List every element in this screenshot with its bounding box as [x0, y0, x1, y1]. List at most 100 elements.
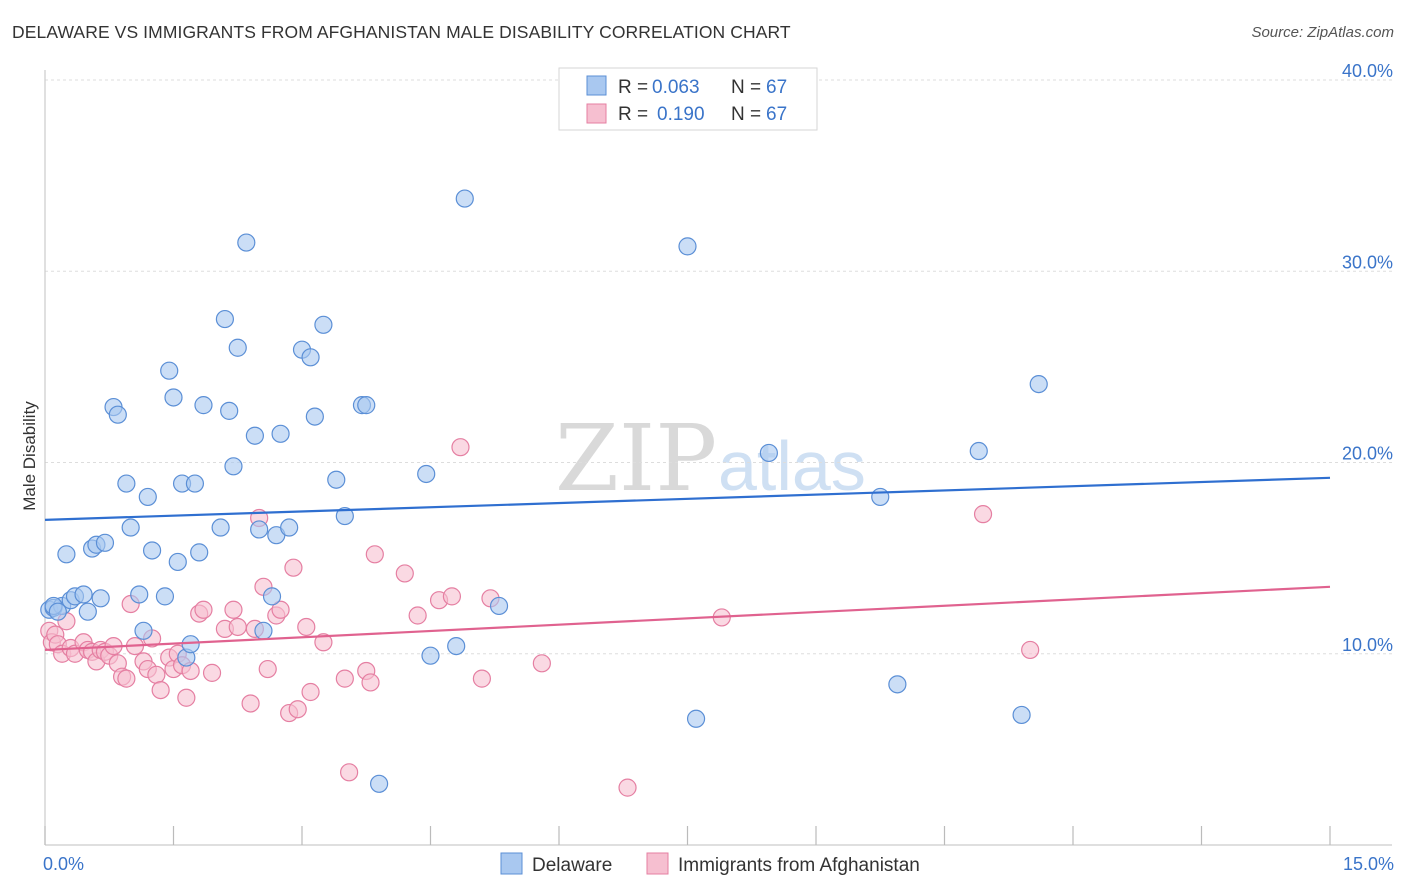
x-tick-label: 15.0%: [1343, 854, 1394, 874]
delaware-point: [78, 602, 97, 621]
delaware-point: [215, 309, 234, 329]
x-tick-label: 0.0%: [43, 854, 84, 874]
afghanistan-point: [301, 682, 320, 702]
afghanistan-point: [335, 669, 354, 688]
x-ticks: [44, 826, 1331, 845]
delaware-point: [305, 407, 324, 426]
y-tick-label: 30.0%: [1342, 252, 1393, 272]
afghanistan-point: [147, 665, 166, 684]
afghanistan-trend-line: [44, 585, 1331, 652]
afghanistan-point: [288, 700, 307, 719]
delaware-point: [254, 621, 273, 640]
chart-source: Source: ZipAtlas.com: [1251, 24, 1394, 41]
trend-lines: [44, 476, 1331, 652]
delaware-point: [108, 405, 127, 424]
tick-labels: 10.0% 20.0% 30.0% 40.0% 0.0% 15.0%: [43, 61, 1394, 874]
delaware-point: [121, 518, 140, 537]
afghanistan-point: [258, 659, 277, 679]
delaware-point: [969, 441, 988, 461]
watermark-zip: ZIP: [555, 405, 717, 512]
axes: [44, 70, 1392, 846]
legend-label-afghanistan: Immigrants from Afghanistan: [678, 855, 920, 876]
delaware-point: [1029, 374, 1048, 394]
afghanistan-point: [442, 587, 462, 606]
data-points: [40, 189, 1048, 797]
delaware-point: [95, 533, 115, 552]
delaware-point: [250, 520, 269, 539]
stats-n-label-1: N =: [731, 77, 761, 98]
delaware-point: [190, 543, 209, 562]
afghanistan-point: [117, 669, 136, 688]
afghanistan-point: [284, 558, 303, 577]
stats-r-value-1: 0.063: [652, 77, 700, 98]
delaware-point: [185, 474, 205, 493]
afghanistan-point: [340, 763, 359, 782]
delaware-point: [224, 457, 243, 476]
afghanistan-point: [451, 438, 470, 457]
delaware-point: [194, 396, 213, 415]
afghanistan-point: [973, 505, 993, 524]
delaware-point: [327, 470, 346, 489]
afghanistan-point: [618, 778, 637, 797]
delaware-point: [314, 315, 333, 334]
stats-r-value-2: 0.190: [657, 104, 705, 125]
delaware-point: [237, 233, 256, 252]
stats-n-value-1: 67: [766, 77, 787, 98]
delaware-point: [447, 636, 466, 656]
y-tick-label: 40.0%: [1342, 61, 1393, 81]
afghanistan-point: [271, 600, 290, 619]
y-axis-title: Male Disability: [20, 401, 39, 511]
delaware-point: [211, 518, 230, 537]
afghanistan-point: [241, 694, 260, 713]
delaware-point: [142, 541, 162, 560]
chart-title: DELAWARE VS IMMIGRANTS FROM AFGHANISTAN …: [12, 22, 791, 42]
afghanistan-point: [202, 663, 222, 682]
delaware-trend-line: [44, 476, 1331, 521]
delaware-point: [228, 338, 247, 357]
delaware-point: [117, 474, 136, 493]
y-tick-label: 10.0%: [1342, 635, 1393, 655]
afghanistan-point: [151, 680, 170, 700]
delaware-point: [134, 621, 153, 640]
delaware-point: [155, 587, 175, 606]
delaware-point: [181, 635, 200, 654]
legend-swatch-afghanistan: [646, 852, 669, 875]
delaware-point: [245, 426, 264, 445]
legend-swatch-delaware: [500, 852, 523, 875]
delaware-point: [678, 237, 697, 256]
delaware-point: [888, 675, 907, 694]
afghanistan-point: [532, 654, 551, 673]
delaware-point: [489, 596, 509, 616]
afghanistan-point: [365, 545, 384, 564]
afghanistan-point: [228, 617, 247, 637]
afghanistan-point: [395, 564, 414, 583]
stats-r-label-2: R =: [618, 104, 648, 125]
watermark: ZIP atlas: [555, 405, 866, 512]
gridlines: [45, 79, 1392, 655]
delaware-point: [164, 388, 183, 407]
afghanistan-point: [408, 606, 427, 625]
afghanistan-point: [1021, 640, 1040, 660]
delaware-point: [160, 361, 179, 380]
delaware-point: [455, 189, 474, 208]
afghanistan-point: [361, 673, 380, 692]
afghanistan-point: [297, 617, 316, 637]
afghanistan-point: [472, 669, 491, 688]
afghanistan-point: [194, 600, 213, 619]
legend-label-delaware: Delaware: [532, 855, 612, 876]
stats-n-value-2: 67: [766, 104, 787, 125]
delaware-point: [871, 487, 890, 507]
delaware-point: [220, 401, 239, 420]
stats-legend: R = 0.063 N = 67 R = 0.190 N = 67: [558, 67, 818, 131]
delaware-point: [271, 424, 290, 443]
afghanistan-point: [177, 688, 196, 707]
y-tick-label: 20.0%: [1342, 444, 1393, 464]
delaware-point: [130, 585, 149, 604]
delaware-point: [138, 487, 157, 507]
delaware-point: [759, 443, 778, 463]
delaware-point: [357, 396, 376, 415]
delaware-point: [301, 348, 320, 367]
watermark-atlas: atlas: [718, 427, 866, 505]
delaware-point: [1012, 705, 1031, 725]
